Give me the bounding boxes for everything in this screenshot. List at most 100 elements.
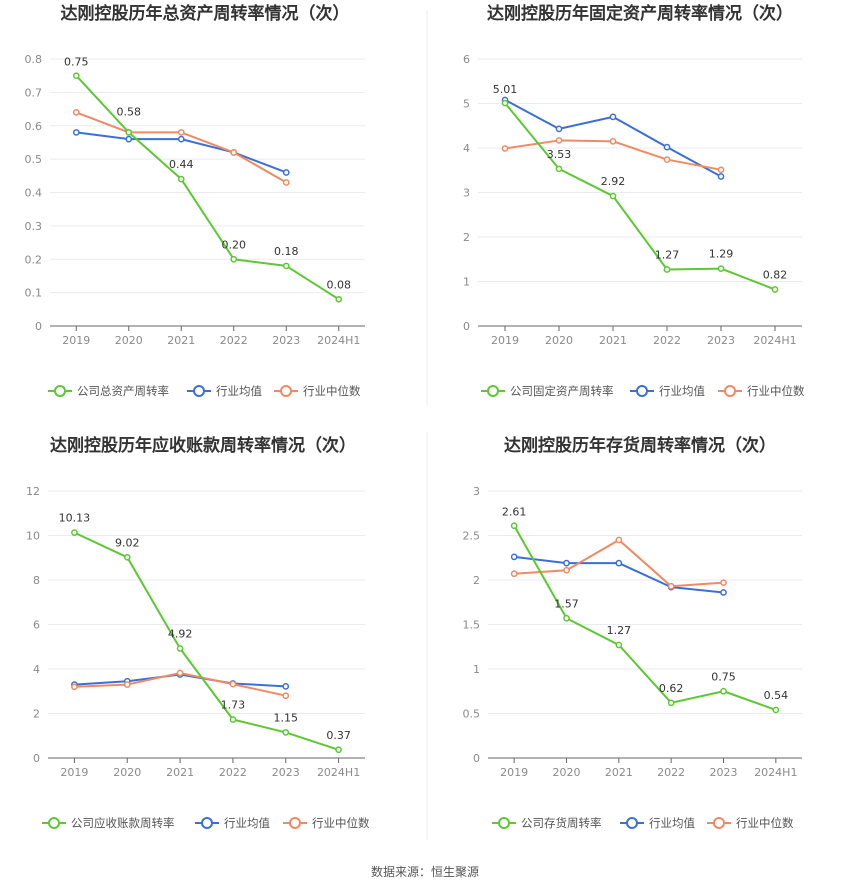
data-point-avg [563,559,570,567]
chart-title: 达刚控股历年总资产周转率情况（次） [61,3,350,24]
x-tick-label: 2024H1 [317,334,360,347]
x-tick-label: 2022 [219,766,247,779]
data-point-avg [615,559,623,567]
legend-label: 行业均值 [649,816,695,830]
x-tick-label: 2020 [553,766,581,779]
legend-label: 行业中位数 [736,816,794,830]
chart-inventory-turnover: 达刚控股历年存货周转率情况（次） 0 0.5 1 1.5 2 2.5 3 2019 2020 202… [463,435,802,830]
x-tick-label: 2023 [710,766,738,779]
data-label: 0.44 [169,158,194,171]
data-point-avg [609,113,617,121]
legend-item-company[interactable]: 公司应收账款周转率 [42,816,175,830]
series-line-median [75,111,287,184]
y-tick-label: 8 [33,574,40,587]
data-point-company [663,266,671,273]
data-label: 0.75 [711,670,736,683]
data-point-company [72,72,80,80]
legend-item-avg[interactable]: 行业均值 [187,384,262,398]
data-label: 1.57 [554,597,579,610]
legend-marker-icon [289,817,301,829]
legend-marker-icon [201,817,213,829]
series-line-company [513,525,777,711]
x-tick-label: 2024H1 [317,766,360,779]
y-tick-label: 10 [26,530,40,543]
y-tick-label: 2 [463,231,470,244]
x-tick-label: 2021 [605,766,633,779]
data-point-median [667,582,675,590]
legend-item-company[interactable]: 公司存货周转率 [492,816,602,830]
data-point-avg [663,143,671,151]
chart-fixed-asset-turnover: 达刚控股历年固定资产周转率情况（次） 0 1 2 3 4 5 6 2019 2020 2021 202… [463,3,805,398]
x-tick-label: 2022 [220,334,248,347]
data-point-avg [72,129,80,136]
data-point-avg [720,589,727,596]
data-point-median [230,149,238,156]
data-point-avg [177,135,185,143]
y-tick-label: 3 [473,485,480,498]
chart-title: 达刚控股历年固定资产周转率情况（次） [487,3,793,24]
legend-marker-icon [193,385,205,397]
data-label: 0.20 [222,238,247,251]
x-tick-label: 2023 [272,766,300,779]
data-label: 5.01 [493,83,518,96]
legend-item-avg[interactable]: 行业均值 [195,816,270,830]
legend-item-median[interactable]: 行业中位数 [718,384,805,398]
data-label: 2.92 [601,175,626,188]
data-label: 4.92 [168,628,193,641]
chart-title: 达刚控股历年存货周转率情况（次） [504,435,776,456]
y-tick-label: 6 [463,53,470,66]
data-point-median [282,692,290,700]
data-point-company [176,645,184,652]
x-tick-label: 2019 [491,334,519,347]
data-point-median [71,683,78,691]
chart-total-asset-turnover: 达刚控股历年总资产周转率情况（次） 0 0.1 0.2 0.3 0.4 0.5 0.6 0.7 0… [25,3,365,398]
data-label: 0.37 [326,729,351,742]
y-tick-label: 2 [473,574,480,587]
data-label: 10.13 [59,512,91,525]
data-point-company [230,255,238,263]
data-point-median [282,179,290,186]
y-tick-label: 0.2 [25,253,43,266]
x-tick-label: 2020 [113,766,141,779]
data-point-median [609,137,617,145]
data-point-company [563,614,570,622]
legend-label: 行业中位数 [303,384,361,398]
data-point-avg [282,169,290,176]
data-point-median [72,109,80,116]
y-tick-label: 0.4 [25,187,43,200]
y-tick-label: 2.5 [463,530,481,543]
y-tick-label: 0 [33,752,40,765]
legend-item-company[interactable]: 公司总资产周转率 [48,384,169,398]
legend-item-company[interactable]: 公司固定资产周转率 [481,384,614,398]
y-tick-label: 6 [33,619,40,632]
x-tick-label: 2024H1 [754,766,797,779]
legend-item-median[interactable]: 行业中位数 [274,384,361,398]
y-tick-label: 3 [463,187,470,200]
x-tick-label: 2021 [167,334,195,347]
legend-label: 公司固定资产周转率 [510,384,614,398]
chart-title: 达刚控股历年应收账款周转率情况（次） [50,435,356,456]
series-line-company [73,531,339,751]
data-point-median [563,566,570,574]
y-tick-label: 5 [463,98,470,111]
legend-item-avg[interactable]: 行业均值 [630,384,705,398]
series-line-company [75,75,340,301]
data-label: 0.54 [764,689,789,702]
legend-item-avg[interactable]: 行业均值 [620,816,695,830]
legend-item-median[interactable]: 行业中位数 [283,816,370,830]
data-point-company [510,522,518,530]
data-point-avg [282,683,290,690]
x-tick-label: 2019 [60,766,88,779]
y-tick-label: 1 [463,276,470,289]
x-tick-label: 2022 [653,334,681,347]
legend-item-median[interactable]: 行业中位数 [707,816,794,830]
data-point-median [720,579,727,587]
y-tick-label: 0 [35,320,42,333]
y-tick-label: 0.8 [25,53,43,66]
y-tick-label: 4 [33,663,40,676]
x-tick-label: 2021 [166,766,194,779]
data-point-median [510,570,518,578]
data-point-avg [510,553,518,561]
data-point-company [335,295,343,303]
